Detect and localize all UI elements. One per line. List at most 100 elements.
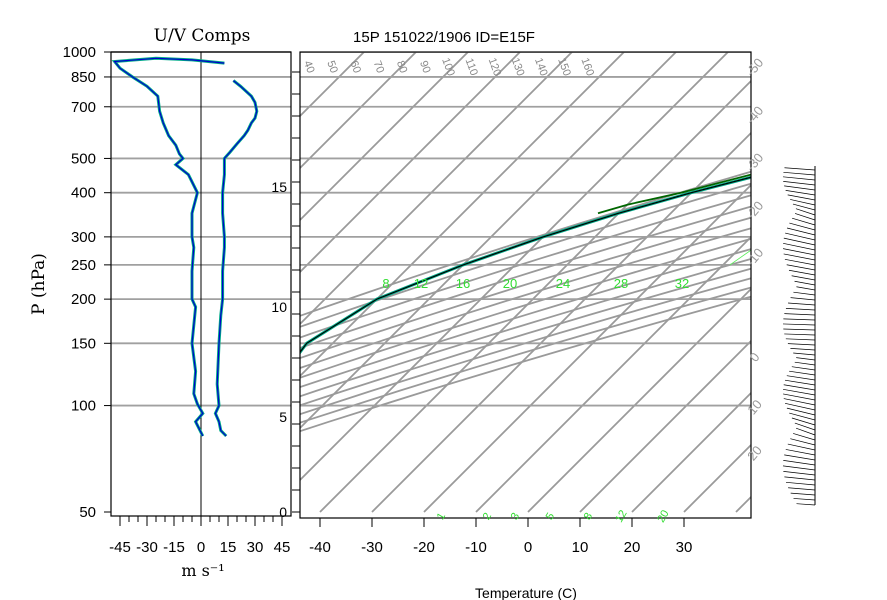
mixing-ratio-base-label: 2 — [481, 511, 494, 522]
temperature-profile — [300, 176, 751, 354]
mixing-ratio-base-label: 5 — [544, 511, 557, 522]
uv-x-tick-label: 15 — [220, 539, 237, 556]
sounding-profiles — [300, 173, 751, 355]
uv-series-line — [214, 80, 258, 437]
isobar-lines — [300, 52, 751, 407]
wind-barb — [794, 361, 816, 366]
dry-adiabat-line — [300, 227, 751, 369]
mixing-ratio-base-label: 3 — [509, 511, 522, 522]
wind-barb — [785, 190, 816, 196]
isotherm-line — [631, 391, 751, 513]
wind-barb — [790, 199, 816, 206]
pressure-tick-label: 50 — [79, 504, 96, 521]
uv-x-tick-label: 30 — [247, 539, 264, 556]
wind-barb — [796, 286, 816, 291]
wind-barb — [788, 302, 816, 306]
temperature-ticks: -40 -30 -20 -10 0 10 20 30 — [309, 518, 692, 556]
height-tick-label: 10 — [271, 299, 287, 315]
pressure-tick-label: 850 — [71, 69, 96, 86]
wind-barb — [787, 443, 816, 451]
wind-barb — [782, 465, 816, 471]
wind-barb — [783, 242, 816, 251]
isotherm-line — [423, 183, 751, 513]
wind-barb — [796, 357, 816, 361]
wind-barb — [790, 297, 816, 301]
mixing-ratio-label: 28 — [614, 276, 628, 291]
isotherm-line — [300, 52, 469, 222]
skewt-background-lines — [300, 52, 751, 513]
isotherm-line — [579, 339, 751, 513]
wind-barb — [783, 398, 816, 406]
wind-barb — [785, 338, 816, 341]
uv-x-tick-label: -15 — [163, 539, 185, 556]
wind-barb — [790, 492, 816, 496]
uv-x-axis-label: m s⁻¹ — [181, 561, 224, 580]
uv-series-line — [113, 57, 225, 437]
mixing-ratio-label: 32 — [675, 276, 689, 291]
temperature-tick-label: 30 — [676, 539, 693, 556]
wind-barb — [790, 438, 816, 446]
uv-x-tick-label: 0 — [197, 539, 205, 556]
height-ticks: 0 5 10 15 — [271, 71, 300, 520]
uv-panel-title: U/V Comps — [154, 26, 251, 46]
isotherm-line — [300, 52, 677, 430]
pressure-tick-label: 150 — [71, 335, 96, 352]
dry-adiabat-line — [300, 248, 751, 389]
wind-barb — [796, 503, 816, 506]
wind-barb — [786, 227, 816, 236]
wind-barb — [783, 393, 816, 401]
height-tick-label: 5 — [279, 409, 287, 425]
pressure-tick-label: 400 — [71, 185, 96, 202]
wind-barb — [793, 498, 816, 501]
dry-adiabat-line — [300, 267, 751, 407]
dry-adiabat-line — [300, 182, 751, 328]
pressure-tick-label: 300 — [71, 229, 96, 246]
wind-barb — [783, 384, 816, 391]
isotherm-line — [319, 79, 751, 513]
parcel-profile — [597, 173, 751, 215]
dry-adiabat-label: 150 — [555, 56, 573, 77]
wind-barb — [794, 280, 816, 286]
pressure-tick-label: 250 — [71, 257, 96, 274]
wind-barb — [786, 264, 816, 271]
pressure-tick-label: 500 — [71, 150, 96, 167]
wind-barb — [794, 213, 816, 221]
dry-adiabat-label: 40 — [301, 59, 316, 75]
skewt-title: 15P 151022/1906 ID=E15F — [353, 29, 535, 46]
dry-adiabat-label: 140 — [532, 56, 550, 77]
temperature-tick-label: 20 — [624, 539, 641, 556]
skewt-panel: 15P 151022/1906 ID=E15F 8 12 16 20 24 28 321 2 3… — [271, 29, 766, 600]
uv-x-tick-label: -30 — [136, 539, 158, 556]
uv-x-tick-label: -45 — [109, 539, 131, 556]
uv-x-ticks: -45 -30 -15 0 15 30 45 — [109, 516, 290, 556]
wind-barb — [784, 454, 816, 461]
wind-barb — [784, 379, 816, 386]
wind-barb — [783, 171, 816, 176]
mixing-ratio-label: 8 — [382, 276, 389, 291]
wind-barb — [795, 208, 816, 216]
uv-series-group — [111, 56, 259, 438]
wind-barb — [782, 176, 816, 181]
mixing-ratio-base-label: 1 — [435, 511, 448, 522]
wind-barb — [785, 481, 816, 486]
dry-adiabat-label: 60 — [347, 59, 362, 75]
dry-adiabat-line — [300, 237, 751, 379]
dry-adiabat-label: 130 — [509, 56, 527, 77]
wind-barb — [783, 253, 816, 261]
temperature-tick-label: -40 — [309, 539, 331, 556]
dry-adiabat-label: 120 — [486, 56, 504, 77]
mixing-ratio-label: 12 — [414, 276, 428, 291]
wind-barb — [783, 328, 816, 331]
isotherm-line — [527, 287, 751, 513]
wind-barb — [789, 370, 816, 376]
wind-barb — [784, 402, 816, 411]
skewt-plot-frame — [299, 51, 752, 519]
pressure-axis-label: P (hPa) — [29, 253, 49, 315]
wind-barb — [786, 375, 816, 381]
wind-barb — [792, 203, 816, 211]
dry-adiabat-label: 160 — [578, 56, 596, 77]
wind-barb — [786, 407, 816, 416]
wind-barb — [793, 433, 816, 441]
wind-barb — [784, 313, 816, 316]
mixing-ratio-label: 20 — [503, 276, 517, 291]
